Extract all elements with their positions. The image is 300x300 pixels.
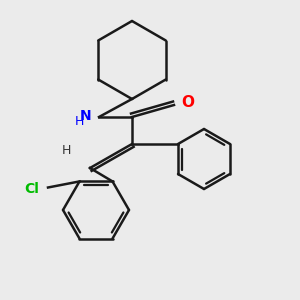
Text: H: H	[61, 143, 71, 157]
Text: O: O	[182, 95, 194, 110]
Text: H: H	[75, 115, 84, 128]
Text: N: N	[80, 109, 92, 122]
Text: Cl: Cl	[24, 182, 39, 196]
